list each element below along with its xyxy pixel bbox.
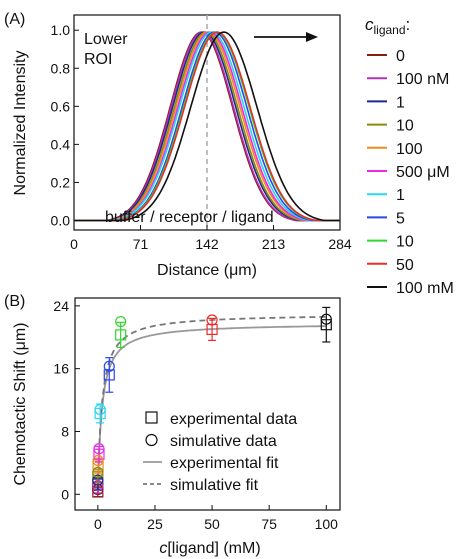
legend-b-label-3: simulative fit (170, 477, 259, 494)
panel-a-label: (A) (4, 11, 25, 28)
legend-b-swatch-square (145, 411, 158, 424)
legend-label-9: 50 (396, 257, 414, 274)
b-ytick-label-2: 16 (53, 361, 69, 377)
legend-title: cligand: (365, 15, 410, 37)
intensity-curves (74, 31, 340, 222)
a-ytick-label-2: 0.4 (51, 136, 71, 152)
curve-series-10 (74, 31, 340, 222)
a-ytick-label-3: 0.6 (51, 98, 71, 114)
a-ytick-label-5: 1.0 (51, 22, 71, 38)
panel-b: (B) 0 8 16 24 0 25 50 75 100 experimental data s… (4, 293, 341, 557)
a-xtick-label-2: 142 (195, 236, 219, 252)
panel-a: (A) 0.0 0.2 0.4 0.6 0.8 1.0 0 71 142 213 284 Lowe… (4, 11, 352, 279)
sim-point-9 (206, 314, 218, 326)
a-xtick-label-4: 284 (328, 236, 352, 252)
panel-b-frame (74, 297, 341, 511)
legend-b-label-2: experimental fit (170, 455, 279, 472)
b-ytick-label-0: 0 (61, 486, 69, 502)
exp-point-6 (94, 407, 106, 420)
a-xtick-label-0: 0 (70, 236, 78, 252)
panel-b-y-ticks: 0 8 16 24 (53, 298, 80, 502)
b-xtick-label-4: 100 (315, 516, 339, 532)
b-xtick-label-2: 50 (204, 516, 220, 532)
panel-b-legend: experimental data simulative data experime… (143, 411, 297, 494)
panel-a-x-ticks: 0 71 142 213 284 (70, 225, 352, 252)
exp-point-4 (92, 460, 104, 472)
roi-label-line2: ROI (84, 51, 112, 68)
legend-label-4: 100 (396, 141, 423, 158)
panel-a-y-label: Normalized Intensity (12, 51, 29, 196)
legend-label-1: 100 nM (396, 71, 449, 88)
roi-label-line1: Lower (84, 31, 128, 48)
a-xtick-label-3: 213 (262, 236, 286, 252)
legend-label-8: 10 (396, 234, 414, 251)
panel-b-x-label: c[ligand] (mM) (159, 540, 260, 557)
legend-label-0: 0 (396, 48, 405, 65)
a-xtick-label-1: 71 (133, 236, 149, 252)
panel-a-y-ticks: 0.0 0.2 0.4 0.6 0.8 1.0 (51, 22, 79, 228)
legend-label-3: 10 (396, 118, 414, 135)
shift-arrow (254, 32, 318, 42)
a-ytick-label-0: 0.0 (51, 212, 71, 228)
exp-point-10 (320, 319, 332, 331)
panel-b-x-ticks: 0 25 50 75 100 (94, 505, 338, 532)
exp-point-5 (93, 448, 105, 460)
panel-b-label: (B) (4, 293, 25, 310)
sim-point-1 (92, 480, 104, 492)
legend-label-10: 100 mM (396, 280, 454, 297)
panel-a-x-label: Distance (μm) (157, 262, 257, 279)
legend-b-label-1: simulative data (170, 433, 277, 450)
legend-label-2: 1 (396, 94, 405, 111)
exp-point-8 (115, 329, 127, 341)
legend-b-swatch-circle (145, 433, 158, 447)
b-ytick-label-1: 8 (61, 423, 69, 439)
sim-point-6 (94, 403, 106, 416)
sim-point-7 (103, 360, 115, 372)
legend-label-6: 1 (396, 187, 405, 204)
sim-point-8 (115, 315, 127, 328)
fit-curve-1 (96, 315, 327, 495)
b-xtick-label-0: 0 (94, 516, 102, 532)
legend-label-7: 5 (396, 210, 405, 227)
a-ytick-label-1: 0.2 (51, 174, 71, 190)
bottom-annotation: buffer / receptor / ligand (105, 209, 274, 226)
panel-a-legend: cligand: 0 100 nM 1 10 100 500 μM 1 5 10 50 100 mM (365, 15, 454, 297)
legend-b-label-0: experimental data (170, 411, 297, 428)
sim-point-10 (320, 313, 332, 325)
sim-point-3 (92, 466, 104, 478)
b-ytick-label-3: 24 (53, 298, 69, 314)
sim-point-5 (93, 443, 105, 455)
panel-b-y-label: Chemotactic Shift (μm) (12, 322, 29, 485)
legend-label-5: 500 μM (396, 164, 450, 181)
sim-point-2 (92, 474, 104, 486)
exp-point-7 (103, 369, 115, 381)
sim-point-4 (92, 454, 104, 467)
b-xtick-label-3: 75 (261, 516, 277, 532)
a-ytick-label-4: 0.8 (51, 60, 71, 76)
data-points (92, 306, 332, 498)
b-xtick-label-1: 25 (147, 516, 163, 532)
